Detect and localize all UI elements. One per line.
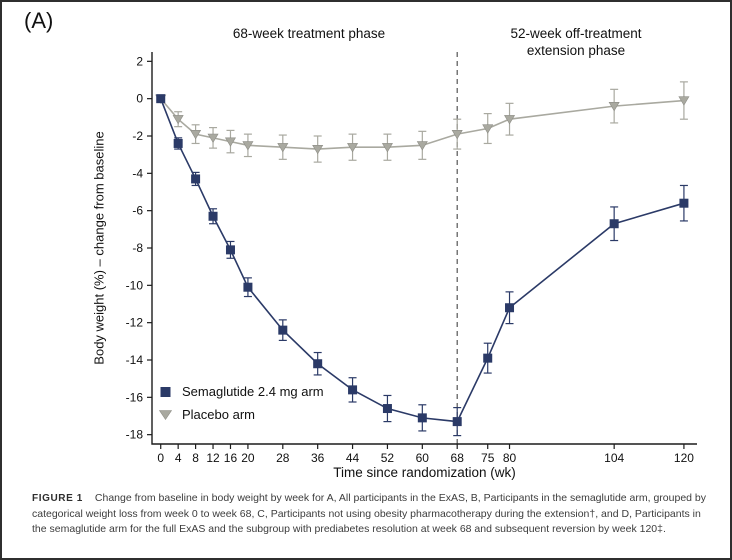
svg-text:12: 12	[206, 451, 220, 465]
svg-text:75: 75	[481, 451, 495, 465]
placebo-marker-icon	[158, 410, 173, 421]
svg-text:16: 16	[224, 451, 238, 465]
series-triangle-down	[155, 81, 690, 163]
x-axis-title: Time since randomization (wk)	[333, 465, 516, 480]
svg-text:60: 60	[416, 451, 430, 465]
svg-text:0: 0	[136, 92, 143, 106]
axes	[151, 52, 697, 445]
semaglutide-marker-icon	[160, 387, 171, 397]
svg-text:8: 8	[192, 451, 199, 465]
svg-text:-4: -4	[132, 166, 143, 180]
extension-phase-label: 52-week off-treatment extension phase	[510, 26, 642, 58]
figure-caption-text: Change from baseline in body weight by w…	[32, 492, 707, 535]
svg-text:-6: -6	[132, 204, 143, 218]
svg-text:-16: -16	[126, 390, 144, 404]
y-ticks: 2 0 -2 -4 -6 -8 -10 -12 -14 -16 -18	[126, 54, 152, 442]
legend-item-placebo: Placebo arm	[158, 407, 324, 422]
svg-text:52: 52	[381, 451, 395, 465]
svg-text:-10: -10	[126, 278, 144, 292]
svg-text:2: 2	[136, 54, 143, 68]
y-axis-title: Body weight (%) – change from baseline	[91, 131, 107, 365]
svg-text:120: 120	[674, 451, 694, 465]
treatment-phase-label: 68-week treatment phase	[232, 26, 386, 41]
svg-text:20: 20	[241, 451, 255, 465]
legend-item-semaglutide: Semaglutide 2.4 mg arm	[158, 384, 324, 399]
svg-text:44: 44	[346, 451, 360, 465]
svg-text:-14: -14	[126, 353, 144, 367]
svg-text:-8: -8	[132, 241, 143, 255]
legend-label-placebo: Placebo arm	[182, 407, 255, 422]
figure-caption-label: FIGURE 1	[32, 493, 83, 504]
svg-text:-2: -2	[132, 129, 143, 143]
svg-text:0: 0	[157, 451, 164, 465]
panel-label: (A)	[24, 8, 54, 33]
series-square	[156, 94, 689, 437]
figure-caption: FIGURE 1 Change from baseline in body wei…	[32, 491, 706, 537]
svg-text:104: 104	[604, 451, 624, 465]
x-ticks: 0 4 8 12 16 20 28 36 44 52 60 68 75 80 104 120	[157, 444, 694, 465]
legend: Semaglutide 2.4 mg arm Placebo arm	[158, 384, 324, 422]
chart-plot: 20-2-4-6-8-10-12-14-16-180 4 8 12 16 20 28 36 44…	[126, 52, 697, 465]
svg-text:36: 36	[311, 451, 325, 465]
svg-text:-18: -18	[126, 428, 144, 442]
svg-text:-12: -12	[126, 316, 144, 330]
legend-label-semaglutide: Semaglutide 2.4 mg arm	[182, 384, 324, 399]
svg-text:68: 68	[451, 451, 465, 465]
svg-text:4: 4	[175, 451, 182, 465]
svg-text:28: 28	[276, 451, 290, 465]
svg-text:80: 80	[503, 451, 517, 465]
